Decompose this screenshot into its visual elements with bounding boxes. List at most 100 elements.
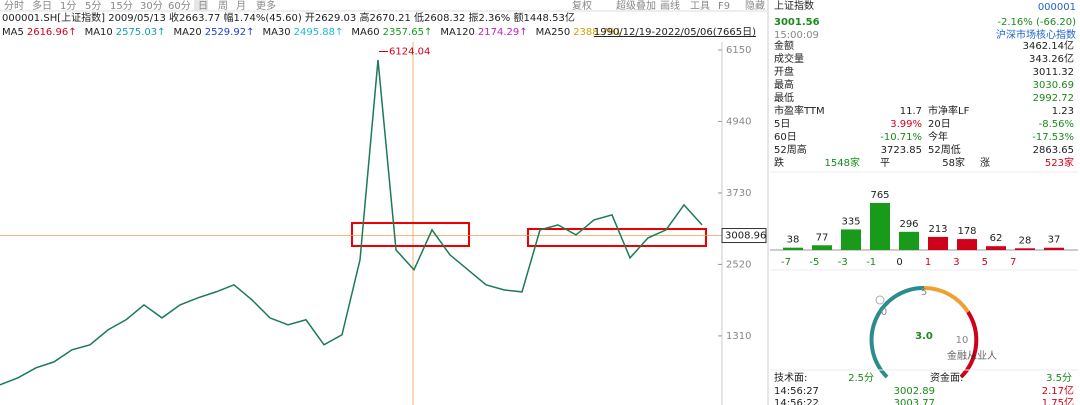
tool-button[interactable]: F9 (718, 1, 730, 12)
gauge-arc (959, 310, 979, 379)
period-tab[interactable]: 60分 (168, 0, 191, 12)
bar-axis-label: 0 (896, 257, 902, 268)
breadth-label: 涨 (980, 157, 990, 169)
index-name: 上证指数 (774, 0, 814, 12)
bar-value: 77 (816, 232, 829, 243)
stat-label: 最高 (774, 78, 794, 91)
bar-value: 178 (957, 226, 976, 237)
period-tab[interactable]: 日 (198, 1, 208, 12)
stat-value: 11.7 (900, 106, 922, 117)
ma-value: 2495.88↑ (294, 27, 344, 38)
ma-value: 2575.03↑ (116, 27, 166, 38)
quote-time: 15:00:09 (774, 30, 819, 41)
y-tick-label: 1310 (726, 331, 751, 342)
bar (899, 231, 919, 250)
period-tab[interactable]: 多日 (32, 0, 52, 12)
index-price: 3001.56 (774, 17, 820, 28)
period-tab[interactable]: 30分 (140, 0, 163, 12)
score-label: 资金面: (930, 371, 963, 384)
index-change: -2.16% (-66.20) (997, 17, 1076, 28)
period-tab[interactable]: 5分 (85, 0, 101, 12)
gauge-needle (875, 295, 885, 305)
watermark: 金融从业人 (947, 349, 997, 362)
stat-value: 3.99% (890, 119, 922, 130)
trade-amount: 2.17亿 (1042, 384, 1074, 397)
period-tab[interactable]: 分时 (4, 0, 24, 12)
breadth-label: 跌 (774, 156, 784, 169)
bar-value: 335 (841, 216, 860, 227)
bar-axis-label: 5 (982, 257, 988, 268)
bar (1044, 247, 1064, 250)
trade-price: 3003.77 (894, 398, 935, 405)
score-label: 技术面: (774, 371, 807, 384)
period-tab[interactable]: 1分 (60, 0, 76, 12)
bar-axis-label: 1 (925, 257, 931, 268)
info-line: 000001.SH[上证指数] 2009/05/13 收2663.77 幅1.7… (2, 11, 575, 24)
tool-button[interactable]: 超级叠加 (616, 0, 656, 12)
ma-value: 2357.65↑ (383, 27, 433, 38)
stat-value: 2992.72 (1033, 93, 1074, 104)
stat-label: 市盈率TTM (774, 104, 825, 117)
stat-value: -17.53% (1032, 132, 1074, 143)
stat-label: 52周低 (928, 143, 961, 156)
stat-label: 52周高 (774, 143, 807, 156)
bar-axis-label: 3 (953, 257, 959, 268)
bar-value: 296 (899, 219, 918, 230)
bar-value: 213 (928, 224, 947, 235)
period-tab[interactable]: 月 (236, 0, 246, 12)
stat-label: 金额 (774, 39, 794, 52)
ma-name: MA20 (174, 27, 202, 38)
bar-value: 765 (870, 190, 889, 201)
index-code: 000001 (1038, 2, 1076, 13)
period-tab[interactable]: 15分 (110, 0, 133, 12)
period-active (194, 0, 208, 11)
bar-axis-label: -3 (838, 257, 848, 268)
tool-button[interactable]: 工具 (690, 0, 710, 12)
y-tick-label: 3730 (726, 188, 751, 199)
highlight-box (351, 222, 470, 247)
period-tab[interactable]: 更多 (256, 0, 276, 12)
stat-value: 3723.85 (881, 145, 922, 156)
tool-button[interactable]: 画线 (660, 0, 680, 12)
stat-value: 3011.32 (1033, 67, 1074, 78)
bar (783, 247, 803, 250)
highlight-box (527, 228, 707, 247)
ma-row: MA5 2616.96↑ MA10 2575.03↑ MA20 2529.92↑ MA30 2… (2, 27, 623, 38)
gauge-arc (923, 285, 970, 314)
y-tick-label: 6150 (726, 45, 751, 56)
trade-amount: 1.75亿 (1042, 396, 1074, 405)
market-tag: 沪深市场核心指数 (996, 28, 1076, 41)
price-line (0, 59, 703, 386)
score-value: 3.5分 (1046, 372, 1072, 384)
trade-price: 3002.89 (894, 386, 935, 397)
trade-time: 14:56:27 (774, 386, 819, 397)
ma-name: MA10 (85, 27, 113, 38)
stat-label: 60日 (774, 132, 797, 143)
bar-axis-label: -1 (866, 257, 876, 268)
crosshair-tag (721, 228, 767, 244)
gauge-arc (869, 285, 925, 379)
stat-label: 开盘 (774, 65, 794, 78)
y-tick-label: 2520 (726, 259, 751, 270)
breadth-label: 平 (880, 158, 890, 169)
date-range: 1990/12/19-2022/05/06(7665日) (594, 27, 756, 38)
bar (957, 239, 977, 250)
ma-value: 2388.79↓ (573, 27, 623, 38)
ma-name: MA60 (351, 27, 379, 38)
stat-value: -10.71% (880, 132, 922, 143)
ma-name: MA5 (2, 27, 24, 38)
trade-time: 14:56:22 (774, 398, 819, 405)
tool-button[interactable]: 隐藏 (745, 0, 765, 12)
period-tab[interactable]: 周 (218, 0, 228, 12)
tool-button[interactable]: 复权 (572, 0, 592, 12)
bar-axis-label: -5 (809, 257, 819, 268)
breadth-value: 58家 (942, 156, 965, 169)
ma-value: 2529.92↑ (205, 27, 255, 38)
stat-label: 5日 (774, 119, 790, 130)
stat-label: 今年 (928, 130, 948, 143)
score-value: 2.5分 (848, 372, 874, 384)
stat-value: 2863.65 (1033, 145, 1074, 156)
stat-value: 1.23 (1052, 106, 1074, 117)
